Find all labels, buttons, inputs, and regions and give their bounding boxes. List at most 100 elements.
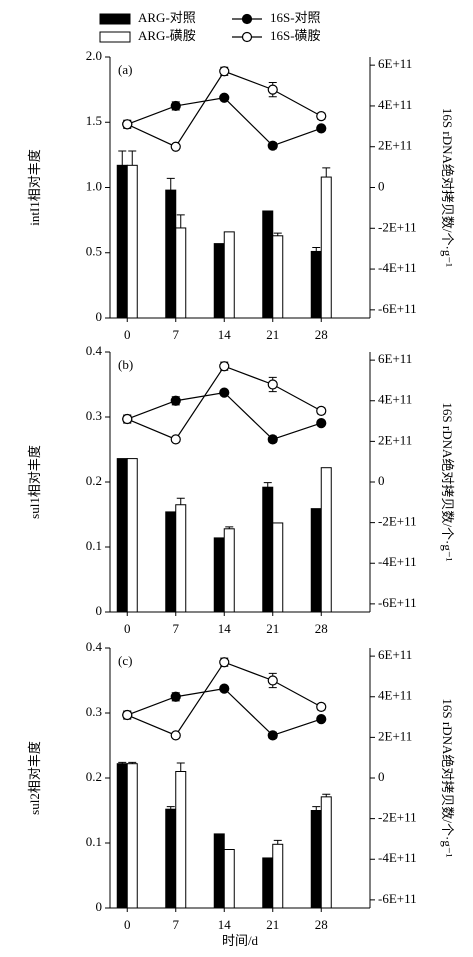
- bar: [175, 771, 187, 909]
- x-tick-label: 7: [173, 327, 180, 342]
- marker: [122, 119, 133, 130]
- y2-tick-label: -6E+11: [378, 595, 417, 610]
- y-tick-label: 0.2: [86, 473, 102, 488]
- marker: [316, 123, 327, 134]
- bar: [262, 210, 274, 319]
- bar: [320, 467, 332, 613]
- error-bar: [128, 761, 137, 764]
- bar: [262, 857, 274, 909]
- bar: [126, 458, 138, 613]
- marker: [219, 387, 230, 398]
- marker: [316, 713, 327, 725]
- bar: [310, 508, 322, 613]
- error-bar: [263, 482, 272, 488]
- y2-tick-label: 4E+11: [378, 97, 412, 112]
- legend-swatch: [99, 31, 131, 43]
- legend-label: ARG-对照: [138, 10, 196, 25]
- error-bar: [176, 497, 185, 505]
- error-bar: [312, 806, 321, 811]
- legend-marker: [241, 31, 253, 43]
- line: [126, 70, 322, 148]
- y2-tick-label: 4E+11: [378, 392, 412, 407]
- y-axis-label: sul2相对丰度: [27, 741, 42, 815]
- marker: [170, 730, 181, 741]
- y2-tick-label: -6E+11: [378, 301, 417, 316]
- marker: [170, 434, 181, 445]
- line: [127, 661, 322, 737]
- marker: [122, 413, 133, 425]
- y-tick-label: 0.4: [86, 639, 103, 654]
- y-tick-label: 0.1: [86, 538, 102, 553]
- y2-tick-label: 0: [378, 473, 385, 488]
- y-tick-label: 0.3: [86, 704, 102, 719]
- marker: [267, 434, 278, 445]
- bar: [175, 504, 187, 613]
- y2-tick-label: -4E+11: [378, 260, 417, 275]
- x-tick-label: 0: [124, 917, 131, 932]
- y-axis-label: intI1相对丰度: [27, 149, 42, 226]
- x-tick-label: 14: [218, 917, 232, 932]
- bar: [213, 537, 225, 613]
- marker: [219, 683, 230, 694]
- x-tick-label: 21: [266, 621, 279, 636]
- error-bar: [166, 177, 175, 191]
- bar: [320, 176, 332, 319]
- error-bar: [128, 150, 137, 166]
- bar: [310, 250, 322, 319]
- y-tick-label: 0: [96, 603, 103, 618]
- legend-label: ARG-磺胺: [138, 28, 196, 43]
- error-bar: [118, 150, 127, 166]
- marker: [170, 100, 181, 112]
- bar: [165, 511, 177, 613]
- bar: [262, 486, 274, 613]
- x-tick-label: 0: [124, 327, 131, 342]
- error-bar: [322, 167, 331, 178]
- y2-tick-label: -2E+11: [378, 514, 417, 529]
- x-tick-label: 21: [266, 327, 279, 342]
- x-tick-label: 7: [173, 621, 180, 636]
- bar: [126, 164, 138, 319]
- bar: [272, 843, 284, 909]
- marker: [170, 691, 181, 702]
- y2-tick-label: 6E+11: [378, 351, 412, 366]
- marker: [219, 92, 230, 103]
- x-tick-label: 28: [315, 327, 328, 342]
- y2-tick-label: 0: [378, 178, 385, 193]
- y2-axis-label: 16S rDNA绝对拷贝数/个·g⁻¹: [440, 402, 455, 561]
- x-tick-label: 28: [315, 621, 328, 636]
- y2-tick-label: -6E+11: [378, 891, 417, 906]
- y-tick-label: 1.0: [86, 178, 102, 193]
- error-bar: [312, 247, 321, 252]
- error-bar: [118, 761, 127, 764]
- bar: [272, 522, 284, 613]
- bar: [213, 833, 225, 909]
- y2-tick-label: 0: [378, 769, 385, 784]
- y-tick-label: 0.5: [86, 244, 102, 259]
- marker: [316, 701, 327, 713]
- x-tick-label: 7: [173, 917, 180, 932]
- bar: [223, 528, 235, 613]
- legend-label: 16S-磺胺: [270, 28, 321, 43]
- y-tick-label: 2.0: [86, 48, 102, 63]
- y2-tick-label: 6E+11: [378, 56, 412, 71]
- line: [127, 687, 322, 737]
- line: [127, 391, 322, 441]
- y-tick-label: 0.1: [86, 834, 102, 849]
- x-tick-label: 0: [124, 621, 131, 636]
- marker: [316, 417, 327, 429]
- error-bar: [322, 793, 331, 797]
- line: [127, 365, 322, 441]
- error-bar: [166, 806, 175, 810]
- bar: [223, 231, 235, 319]
- error-bar: [225, 526, 234, 529]
- y2-axis-label: 16S rDNA绝对拷贝数/个·g⁻¹: [440, 698, 455, 857]
- x-tick-label: 28: [315, 917, 328, 932]
- x-tick-label: 21: [266, 917, 279, 932]
- y2-tick-label: -4E+11: [378, 554, 417, 569]
- y2-tick-label: 4E+11: [378, 688, 412, 703]
- y2-tick-label: 2E+11: [378, 432, 412, 447]
- bar: [223, 849, 235, 909]
- marker: [219, 657, 230, 668]
- legend-swatch: [99, 13, 131, 25]
